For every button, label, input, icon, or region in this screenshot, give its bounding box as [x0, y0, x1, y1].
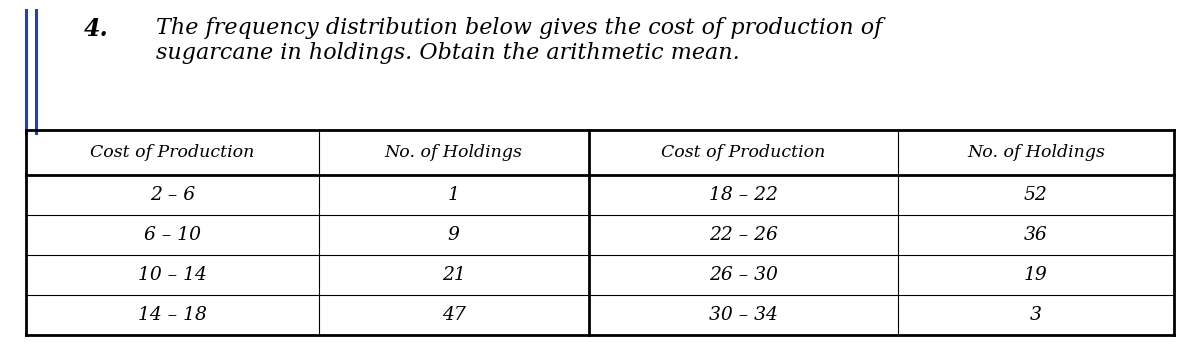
- Text: 3: 3: [1030, 306, 1042, 324]
- Bar: [26, 130, 1174, 335]
- Text: No. of Holdings: No. of Holdings: [385, 144, 523, 161]
- Text: 14 – 18: 14 – 18: [138, 306, 208, 324]
- Text: 36: 36: [1024, 226, 1048, 244]
- Text: 2 – 6: 2 – 6: [150, 186, 196, 204]
- Text: 22 – 26: 22 – 26: [709, 226, 778, 244]
- Text: 6 – 10: 6 – 10: [144, 226, 202, 244]
- Text: 52: 52: [1024, 186, 1048, 204]
- Text: 47: 47: [442, 306, 466, 324]
- Text: 19: 19: [1024, 266, 1048, 284]
- Text: 30 – 34: 30 – 34: [709, 306, 778, 324]
- Text: Cost of Production: Cost of Production: [661, 144, 826, 161]
- Text: 4.: 4.: [84, 17, 108, 41]
- Text: 21: 21: [442, 266, 466, 284]
- Text: The frequency distribution below gives the cost of production of
sugarcane in ho: The frequency distribution below gives t…: [156, 17, 882, 65]
- Text: 10 – 14: 10 – 14: [138, 266, 208, 284]
- Text: No. of Holdings: No. of Holdings: [967, 144, 1105, 161]
- Text: 9: 9: [448, 226, 460, 244]
- Text: 18 – 22: 18 – 22: [709, 186, 778, 204]
- Text: 26 – 30: 26 – 30: [709, 266, 778, 284]
- Text: 1: 1: [448, 186, 460, 204]
- Text: Cost of Production: Cost of Production: [90, 144, 254, 161]
